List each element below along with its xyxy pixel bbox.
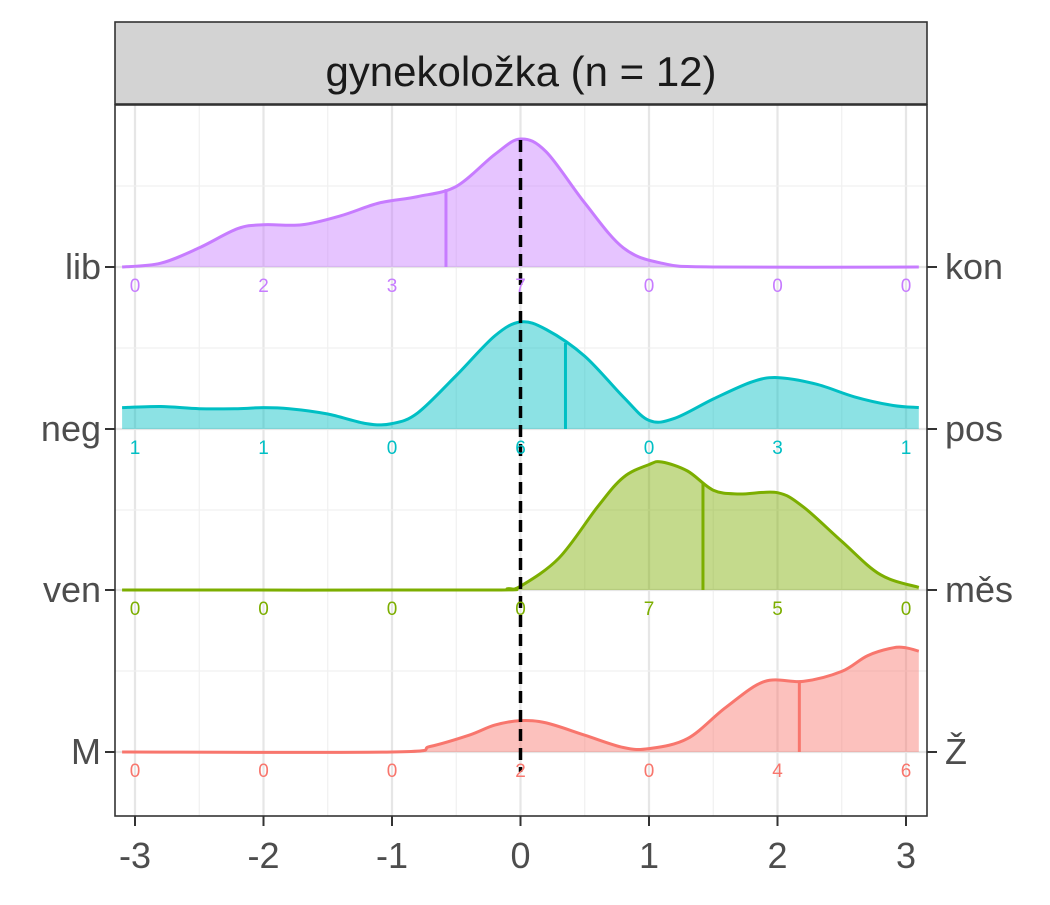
- count-label: 0: [387, 599, 398, 620]
- density-curve: [122, 460, 920, 592]
- count-label: 1: [258, 438, 269, 459]
- count-label: 0: [130, 599, 141, 620]
- count-label: 0: [644, 438, 655, 459]
- y-label-right: kon: [945, 246, 1003, 287]
- density-series-M-Ž: [122, 645, 920, 754]
- y-label-left: lib: [65, 246, 101, 287]
- x-tick-label: 2: [767, 835, 787, 876]
- x-tick-label: 1: [639, 835, 659, 876]
- count-label: 0: [901, 599, 912, 620]
- count-label: 0: [772, 276, 783, 297]
- count-label: 4: [772, 761, 783, 782]
- count-label: 7: [644, 599, 655, 620]
- y-label-right: měs: [945, 569, 1013, 610]
- count-label: 3: [387, 276, 398, 297]
- density-area: [122, 647, 919, 753]
- count-label: 2: [258, 276, 269, 297]
- count-label: 0: [387, 761, 398, 782]
- strip-background: [114, 21, 928, 105]
- count-label: 6: [901, 761, 912, 782]
- count-label: 0: [515, 599, 526, 620]
- count-label: 6: [515, 438, 526, 459]
- count-label: 0: [644, 761, 655, 782]
- count-label: 0: [387, 438, 398, 459]
- x-tick-label: -3: [119, 835, 151, 876]
- y-label-left: M: [71, 731, 101, 772]
- density-curve: [122, 645, 920, 754]
- count-label: 0: [130, 276, 141, 297]
- y-label-right: pos: [945, 408, 1003, 449]
- x-tick-label: -1: [376, 835, 408, 876]
- axes: -3 -2 -1 0 1 2 3 lib kon neg pos ven měs M Ž: [41, 104, 1013, 876]
- density-series-ven-měs: [122, 460, 920, 592]
- count-label: 7: [515, 276, 526, 297]
- count-label: 0: [258, 761, 269, 782]
- count-label: 1: [130, 438, 141, 459]
- count-label: 3: [772, 438, 783, 459]
- count-label: 0: [258, 599, 269, 620]
- panel-title: gynekoložka (n = 12): [325, 48, 716, 95]
- y-label-left: neg: [41, 408, 101, 449]
- x-tick-label: -2: [247, 835, 279, 876]
- count-label: 0: [130, 761, 141, 782]
- x-tick-label: 3: [896, 835, 916, 876]
- count-label: 0: [901, 276, 912, 297]
- count-label: 2: [515, 761, 526, 782]
- count-labels: 0 2 3 7 0 0 0 1 1 0 6 0 3 1 0 0 0 0 7 5 0 0 0 0 2 0 4 6: [130, 276, 912, 782]
- count-label: 1: [901, 438, 912, 459]
- count-label: 0: [644, 276, 655, 297]
- y-label-left: ven: [43, 569, 101, 610]
- y-label-right: Ž: [945, 731, 967, 772]
- x-tick-label: 0: [510, 835, 530, 876]
- density-curve: [121, 137, 919, 269]
- count-label: 5: [772, 599, 783, 620]
- facet-strip: gynekoložka (n = 12): [114, 21, 928, 105]
